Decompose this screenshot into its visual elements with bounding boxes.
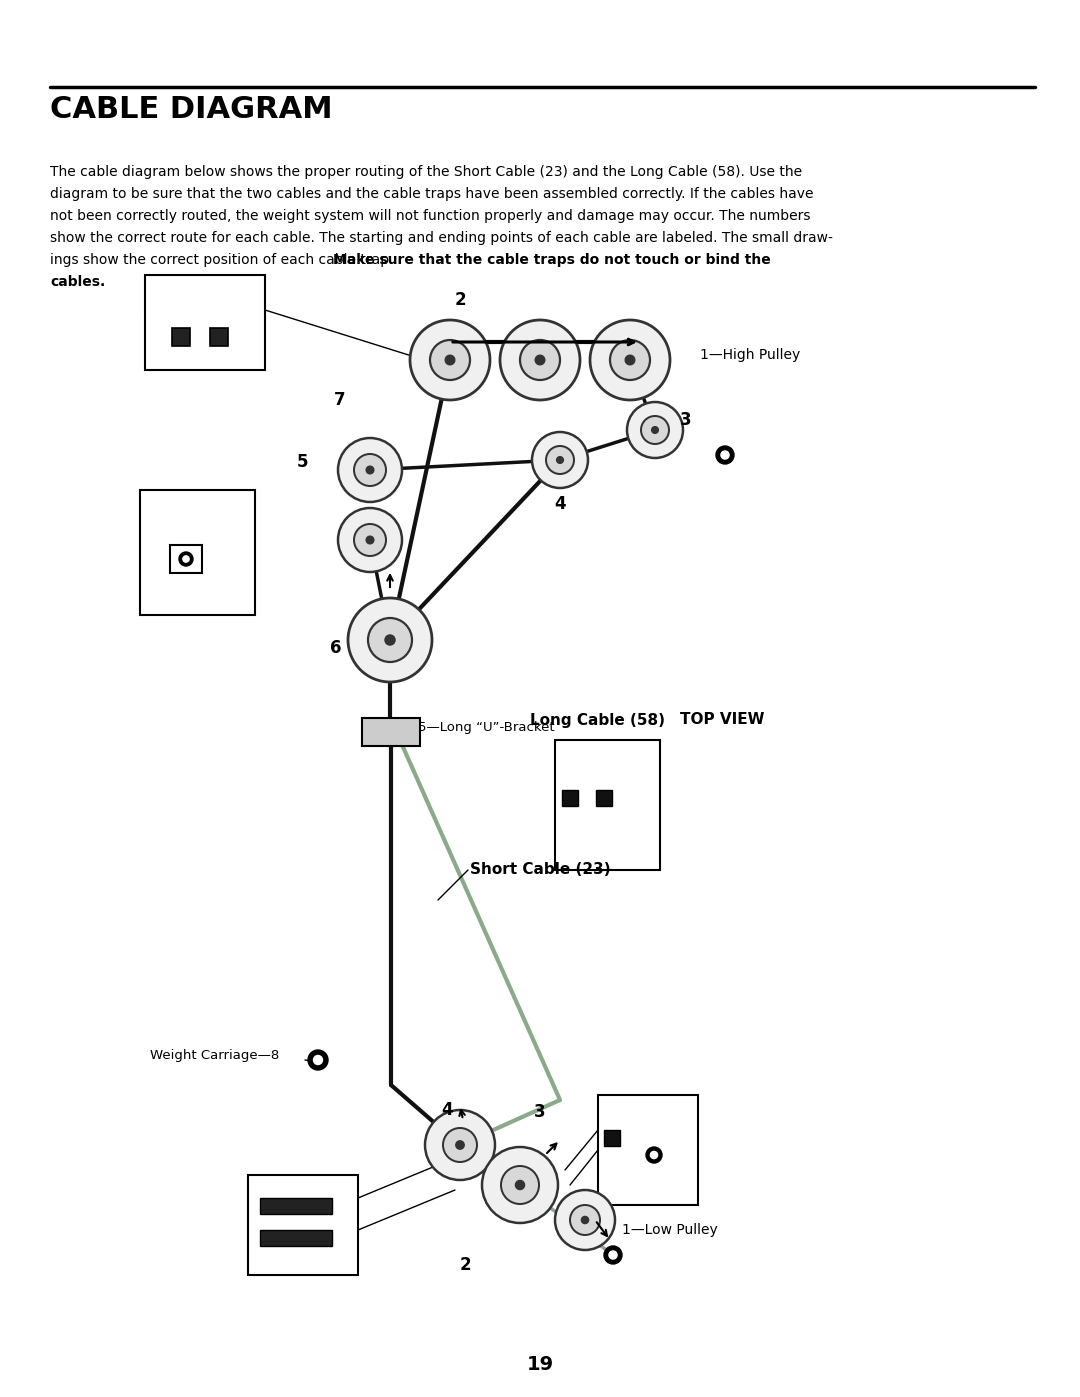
Circle shape — [426, 1111, 495, 1180]
Circle shape — [313, 1056, 323, 1065]
Circle shape — [338, 439, 402, 502]
Circle shape — [642, 416, 669, 444]
Circle shape — [348, 598, 432, 682]
Text: 2: 2 — [459, 1256, 471, 1274]
Circle shape — [590, 320, 670, 400]
Text: 5: 5 — [296, 453, 308, 471]
Text: 2: 2 — [455, 291, 465, 309]
Circle shape — [354, 454, 386, 486]
Circle shape — [179, 552, 193, 566]
Circle shape — [532, 432, 588, 488]
Bar — [140, 490, 255, 615]
Circle shape — [445, 355, 455, 365]
Text: 3: 3 — [680, 411, 691, 429]
Circle shape — [500, 320, 580, 400]
Circle shape — [651, 426, 659, 433]
Bar — [172, 328, 190, 346]
Circle shape — [610, 339, 650, 380]
Text: 7: 7 — [334, 391, 346, 409]
Text: Long Cable (58): Long Cable (58) — [530, 712, 665, 728]
Circle shape — [430, 339, 470, 380]
Text: TOP VIEW: TOP VIEW — [680, 712, 765, 728]
Circle shape — [581, 1217, 589, 1224]
Circle shape — [546, 446, 573, 474]
Bar — [260, 1199, 332, 1214]
Circle shape — [308, 1051, 328, 1070]
Bar — [604, 1130, 620, 1146]
Circle shape — [555, 1190, 615, 1250]
Text: CABLE DIAGRAM: CABLE DIAGRAM — [50, 95, 333, 124]
Text: show the correct route for each cable. The starting and ending points of each ca: show the correct route for each cable. T… — [50, 231, 833, 244]
Circle shape — [384, 636, 395, 645]
Circle shape — [501, 1166, 539, 1204]
Circle shape — [354, 524, 386, 556]
Circle shape — [721, 451, 729, 460]
Circle shape — [536, 355, 544, 365]
Text: 4: 4 — [442, 1101, 453, 1119]
Circle shape — [570, 1206, 600, 1235]
Bar — [362, 718, 420, 746]
Text: 3: 3 — [535, 1104, 545, 1120]
Text: Make sure that the cable traps do not touch or bind the: Make sure that the cable traps do not to… — [333, 253, 771, 267]
Bar — [210, 328, 228, 346]
Circle shape — [646, 1147, 662, 1162]
Bar — [596, 789, 612, 806]
Circle shape — [716, 446, 734, 464]
Circle shape — [443, 1127, 477, 1162]
Circle shape — [366, 536, 374, 543]
Circle shape — [410, 320, 490, 400]
Circle shape — [482, 1147, 558, 1222]
Text: Weight Carriage—8: Weight Carriage—8 — [150, 1049, 280, 1062]
Circle shape — [456, 1141, 464, 1150]
Bar — [598, 1095, 698, 1206]
Text: 1—High Pulley: 1—High Pulley — [700, 348, 800, 362]
Circle shape — [650, 1151, 658, 1158]
Text: The cable diagram below shows the proper routing of the Short Cable (23) and the: The cable diagram below shows the proper… — [50, 165, 802, 179]
Text: 6: 6 — [330, 638, 341, 657]
Circle shape — [519, 339, 561, 380]
Circle shape — [556, 457, 564, 464]
Circle shape — [627, 402, 683, 458]
Circle shape — [368, 617, 411, 662]
Circle shape — [609, 1250, 617, 1259]
Circle shape — [515, 1180, 525, 1190]
Circle shape — [604, 1246, 622, 1264]
Bar — [555, 740, 660, 870]
Circle shape — [338, 509, 402, 571]
Bar — [562, 789, 578, 806]
Text: not been correctly routed, the weight system will not function properly and dama: not been correctly routed, the weight sy… — [50, 210, 810, 224]
Circle shape — [625, 355, 635, 365]
Circle shape — [366, 467, 374, 474]
Bar — [260, 1229, 332, 1246]
Text: ings show the correct position of each cable trap.: ings show the correct position of each c… — [50, 253, 397, 267]
Text: diagram to be sure that the two cables and the cable traps have been assembled c: diagram to be sure that the two cables a… — [50, 187, 813, 201]
Text: 19: 19 — [526, 1355, 554, 1375]
Bar — [145, 275, 265, 370]
Text: 4: 4 — [554, 495, 566, 513]
Circle shape — [183, 556, 189, 562]
Text: Short Cable (23): Short Cable (23) — [470, 862, 610, 877]
Text: 1—Low Pulley: 1—Low Pulley — [622, 1222, 718, 1236]
Bar — [170, 545, 202, 573]
Bar — [248, 1175, 357, 1275]
Text: 5—Long “U”-Bracket: 5—Long “U”-Bracket — [418, 721, 555, 735]
Text: cables.: cables. — [50, 275, 105, 289]
